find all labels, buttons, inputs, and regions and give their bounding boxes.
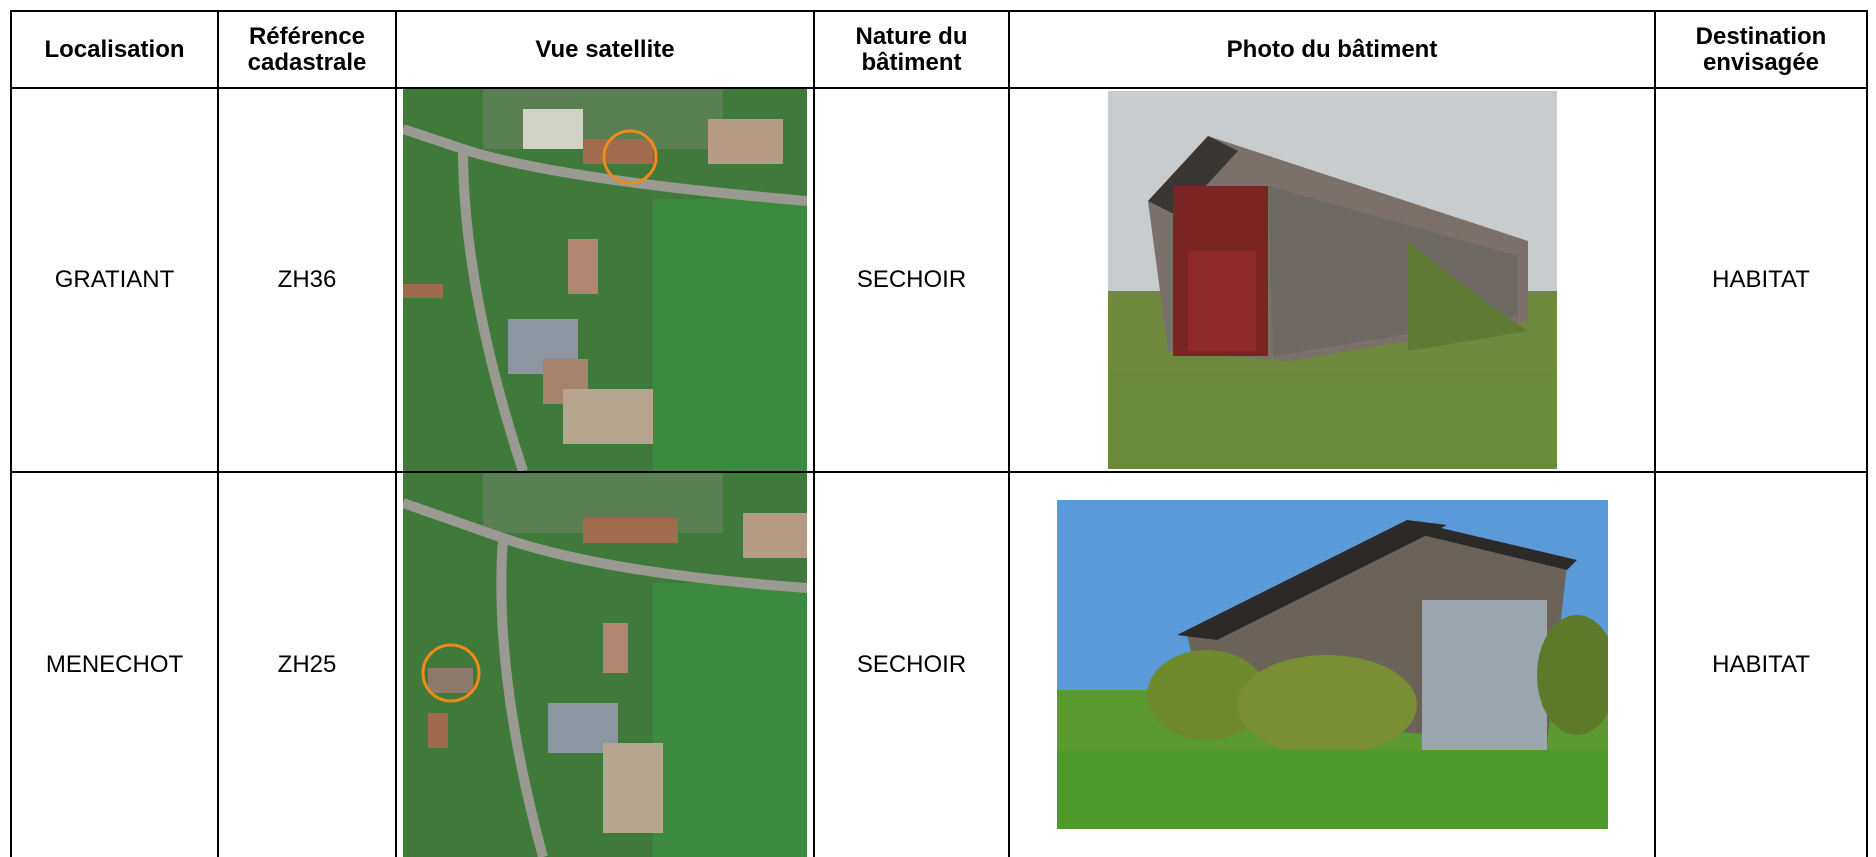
photo-cell xyxy=(1008,471,1656,857)
cell: SECHOIR xyxy=(813,471,1010,857)
building-photo xyxy=(1056,500,1608,829)
cell: HABITAT xyxy=(1654,87,1868,473)
header-cell: Photo du bâtiment xyxy=(1008,10,1656,89)
cell: MENECHOT xyxy=(10,471,219,857)
header-cell: Localisation xyxy=(10,10,219,89)
row: MENECHOT ZH25 SECHOIR xyxy=(10,471,1868,857)
header-cell: Nature du bâtiment xyxy=(813,10,1010,89)
building-photo xyxy=(1107,91,1557,469)
cell: ZH25 xyxy=(217,471,397,857)
header-cell: Vue satellite xyxy=(395,10,815,89)
cell: ZH36 xyxy=(217,87,397,473)
cell: HABITAT xyxy=(1654,471,1868,857)
photo-cell xyxy=(1008,87,1656,473)
header-cell: Référence cadastrale xyxy=(217,10,397,89)
satellite-cell xyxy=(395,471,815,857)
cell: GRATIANT xyxy=(10,87,219,473)
building-table: Localisation Référence cadastrale Vue sa… xyxy=(10,10,1868,857)
satellite-image xyxy=(403,89,807,471)
cell: SECHOIR xyxy=(813,87,1010,473)
row: GRATIANT ZH36 SECHOIR xyxy=(10,87,1868,473)
satellite-cell xyxy=(395,87,815,473)
header-cell: Destination envisagée xyxy=(1654,10,1868,89)
satellite-image xyxy=(403,473,807,857)
header-row: Localisation Référence cadastrale Vue sa… xyxy=(10,10,1868,89)
